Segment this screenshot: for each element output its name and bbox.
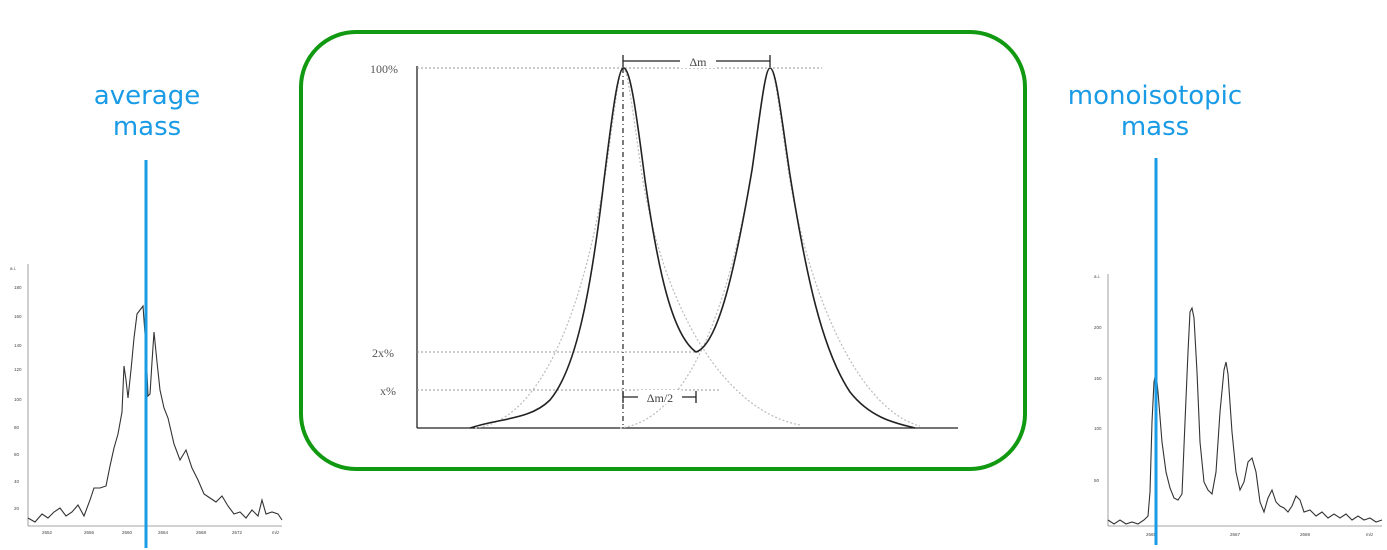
left-x-tick: 2664 [158,530,169,535]
half-delta-m-label-bg [638,390,682,404]
left-x-tick: 2652 [42,530,53,535]
left-spectrum-trace [27,304,283,523]
right-y-tick-labels: 200 150 100 50 [1094,325,1102,483]
monoisotopic-mass-label: monoisotopic mass [1060,81,1250,143]
left-y-tick-labels: 180 160 140 120 100 80 60 40 20 [14,285,22,511]
left-y-tick: 60 [14,452,20,457]
left-x-unit: m/z [272,530,280,535]
y-label-100: 100% [370,62,398,76]
average-label-line2: mass [112,112,182,142]
right-x-unit: m/z [1366,532,1374,537]
right-y-tick: 100 [1094,426,1102,431]
delta-m-label-bg [680,54,716,68]
mono-label-line2: mass [1120,112,1190,142]
left-x-tick-labels: 2652 2656 2660 2664 2668 2672 m/z [42,530,280,535]
y-label-2x: 2x% [372,346,394,360]
left-y-tick: 180 [14,285,22,290]
half-delta-m-label: Δm/2 [647,391,673,405]
left-y-tick: 40 [14,479,20,484]
right-y-tick: 50 [1094,478,1100,483]
diagram-border [299,30,1027,471]
left-y-tick: 80 [14,425,20,430]
delta-m-label: Δm [689,55,707,69]
right-y-tick: 150 [1094,376,1102,381]
left-y-unit: a.i. [10,266,16,271]
left-spectrum: a.i. 180 160 140 120 100 80 60 40 20 265… [10,160,283,548]
right-y-tick: 200 [1094,325,1102,330]
mono-label-line1: monoisotopic [1067,81,1243,111]
right-x-tick: 2669 [1300,532,1311,537]
right-y-unit: a.i. [1094,274,1100,279]
right-x-tick: 2667 [1230,532,1241,537]
left-x-tick: 2668 [196,530,207,535]
right-x-tick: 2665 [1146,532,1157,537]
average-label-line1: average [93,81,201,111]
left-x-tick: 2656 [84,530,95,535]
summed-peak-curve [469,67,916,429]
left-y-tick: 100 [14,397,22,402]
average-mass-label: average mass [72,81,222,143]
left-y-tick: 120 [14,367,22,372]
left-x-tick: 2672 [232,530,243,535]
right-spectrum: a.i. 200 150 100 50 2665 2667 2669 m/z [1094,158,1383,545]
right-spectrum-trace [1107,306,1383,525]
y-label-x: x% [380,384,396,398]
left-y-tick: 20 [14,506,20,511]
left-y-tick: 160 [14,314,22,319]
left-y-tick: 140 [14,343,22,348]
left-x-tick: 2660 [122,530,133,535]
right-x-tick-labels: 2665 2667 2669 m/z [1146,532,1374,537]
individual-peak-2 [619,67,921,429]
